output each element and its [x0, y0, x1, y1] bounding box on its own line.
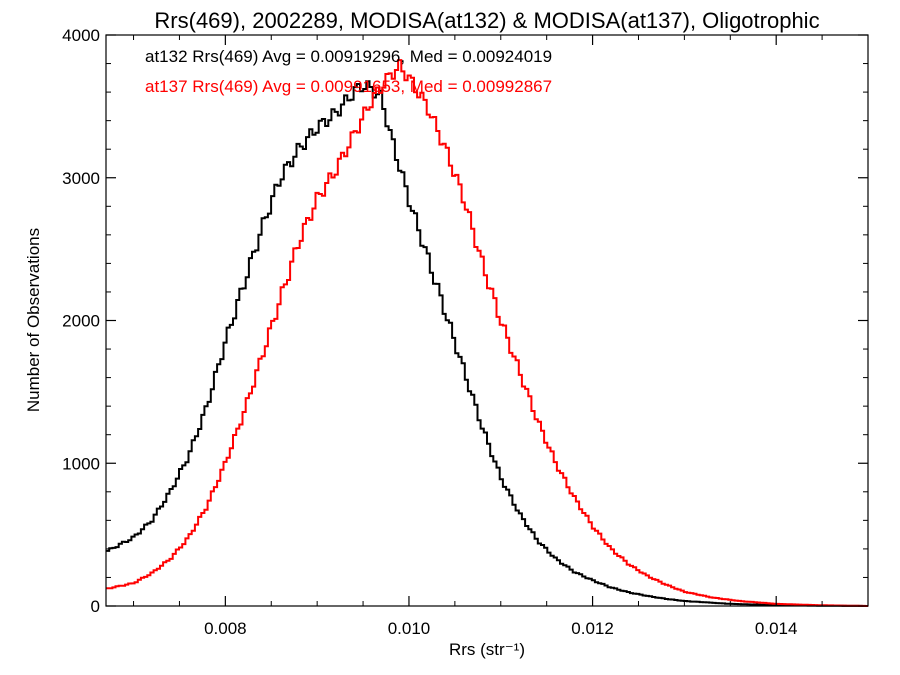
series-layer: [106, 59, 868, 607]
x-axis-label: Rrs (str⁻¹): [449, 640, 525, 659]
x-tick-label: 0.012: [571, 619, 614, 638]
x-tick-label: 0.008: [204, 619, 247, 638]
series-0-line: [106, 80, 868, 607]
y-axis-label: Number of Observations: [24, 228, 43, 412]
y-tick-label: 2000: [62, 312, 100, 331]
legend-entry-at132: at132 Rrs(469) Avg = 0.00919296, Med = 0…: [145, 47, 552, 66]
x-tick-label: 0.010: [388, 619, 431, 638]
y-tick-label: 4000: [62, 26, 100, 45]
chart-title: Rrs(469), 2002289, MODISA(at132) & MODIS…: [154, 8, 819, 33]
y-tick-label: 3000: [62, 169, 100, 188]
x-tick-label: 0.014: [755, 619, 798, 638]
legend-entry-at137: at137 Rrs(469) Avg = 0.00991653, Med = 0…: [145, 77, 552, 96]
x-axis-ticks: 0.008 0.010 0.012 0.014: [133, 35, 869, 638]
y-tick-label: 1000: [62, 454, 100, 473]
y-tick-label: 0: [91, 597, 100, 616]
series-1-line: [106, 59, 868, 607]
y-axis-ticks: 0 1000 2000 3000 4000: [62, 26, 868, 616]
